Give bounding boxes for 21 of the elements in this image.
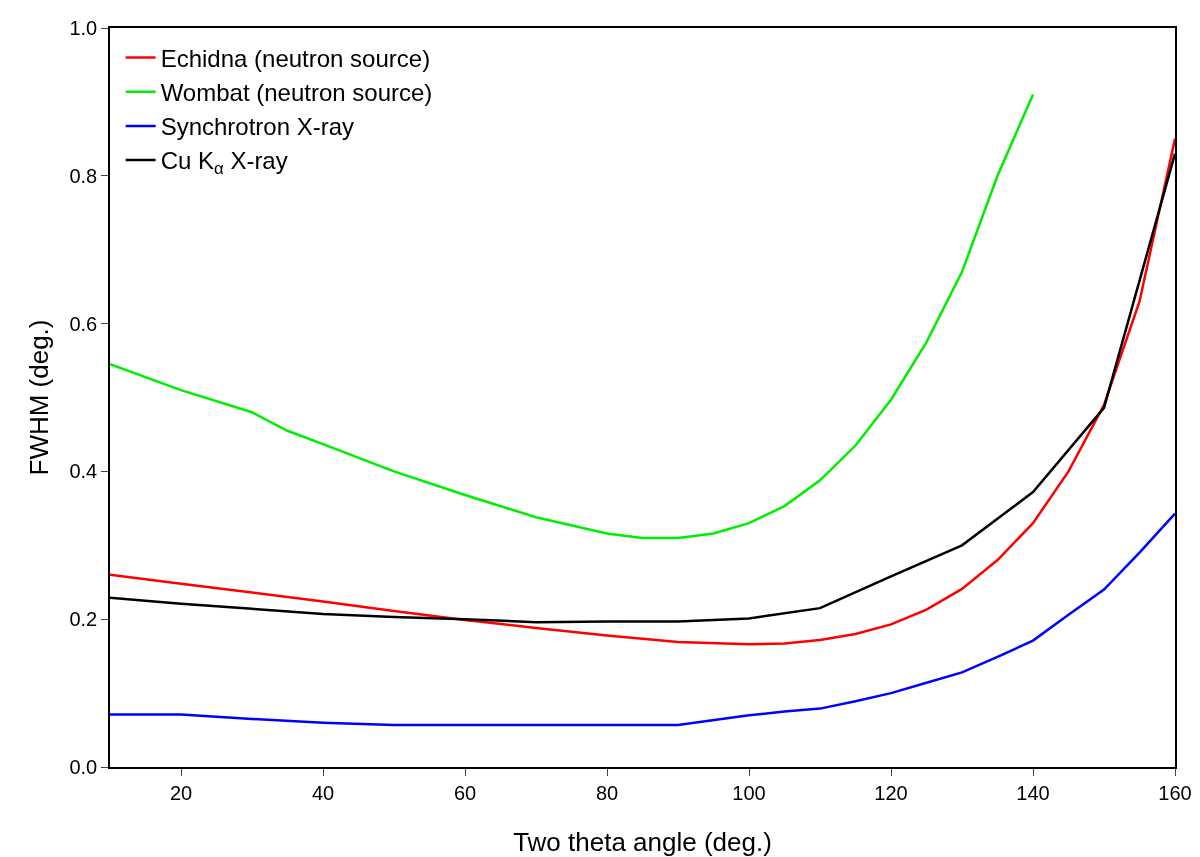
x-axis-title: Two theta angle (deg.)	[513, 827, 772, 857]
y-axis-title: FWHM (deg.)	[23, 319, 54, 476]
x-tick-label: 60	[453, 781, 477, 804]
x-tick-label: 140	[1016, 781, 1050, 804]
x-tick-label: 20	[169, 781, 193, 804]
y-tick-label: 0.0	[69, 756, 98, 778]
y-tick-label: 1.0	[69, 17, 98, 39]
y-tick-label: 0.4	[69, 460, 98, 483]
line-series	[110, 512, 1175, 727]
legend-label: Cu K$_{α}$ X-ray	[160, 147, 288, 179]
x-tick-label: 160	[1158, 781, 1192, 804]
x-tick-label: 100	[732, 781, 766, 804]
legend-label: Echidna (neutron source)	[160, 44, 431, 72]
x-tick-label: 80	[595, 781, 619, 804]
legend-label: Synchrotron X-ray	[160, 113, 355, 141]
x-tick-label: 40	[311, 781, 335, 804]
y-tick-label: 0.2	[69, 608, 98, 631]
x-tick-label: 120	[874, 781, 908, 804]
y-tick-label: 0.8	[69, 164, 98, 187]
y-tick-label: 0.6	[69, 312, 98, 335]
legend-label: Wombat (neutron source)	[160, 79, 433, 107]
